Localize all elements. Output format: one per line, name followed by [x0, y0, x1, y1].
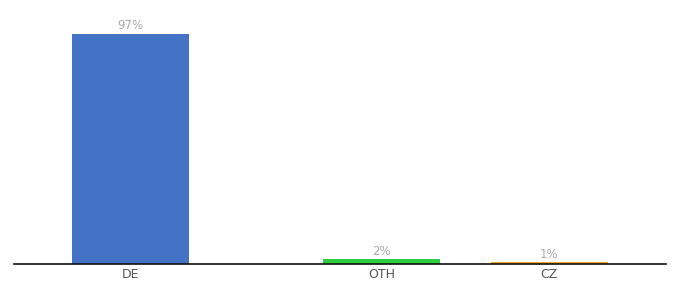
- Bar: [323, 259, 441, 264]
- Text: 2%: 2%: [373, 245, 391, 258]
- Text: 1%: 1%: [540, 248, 558, 261]
- Text: 97%: 97%: [118, 19, 144, 32]
- Bar: [491, 262, 608, 264]
- Bar: [72, 34, 189, 264]
